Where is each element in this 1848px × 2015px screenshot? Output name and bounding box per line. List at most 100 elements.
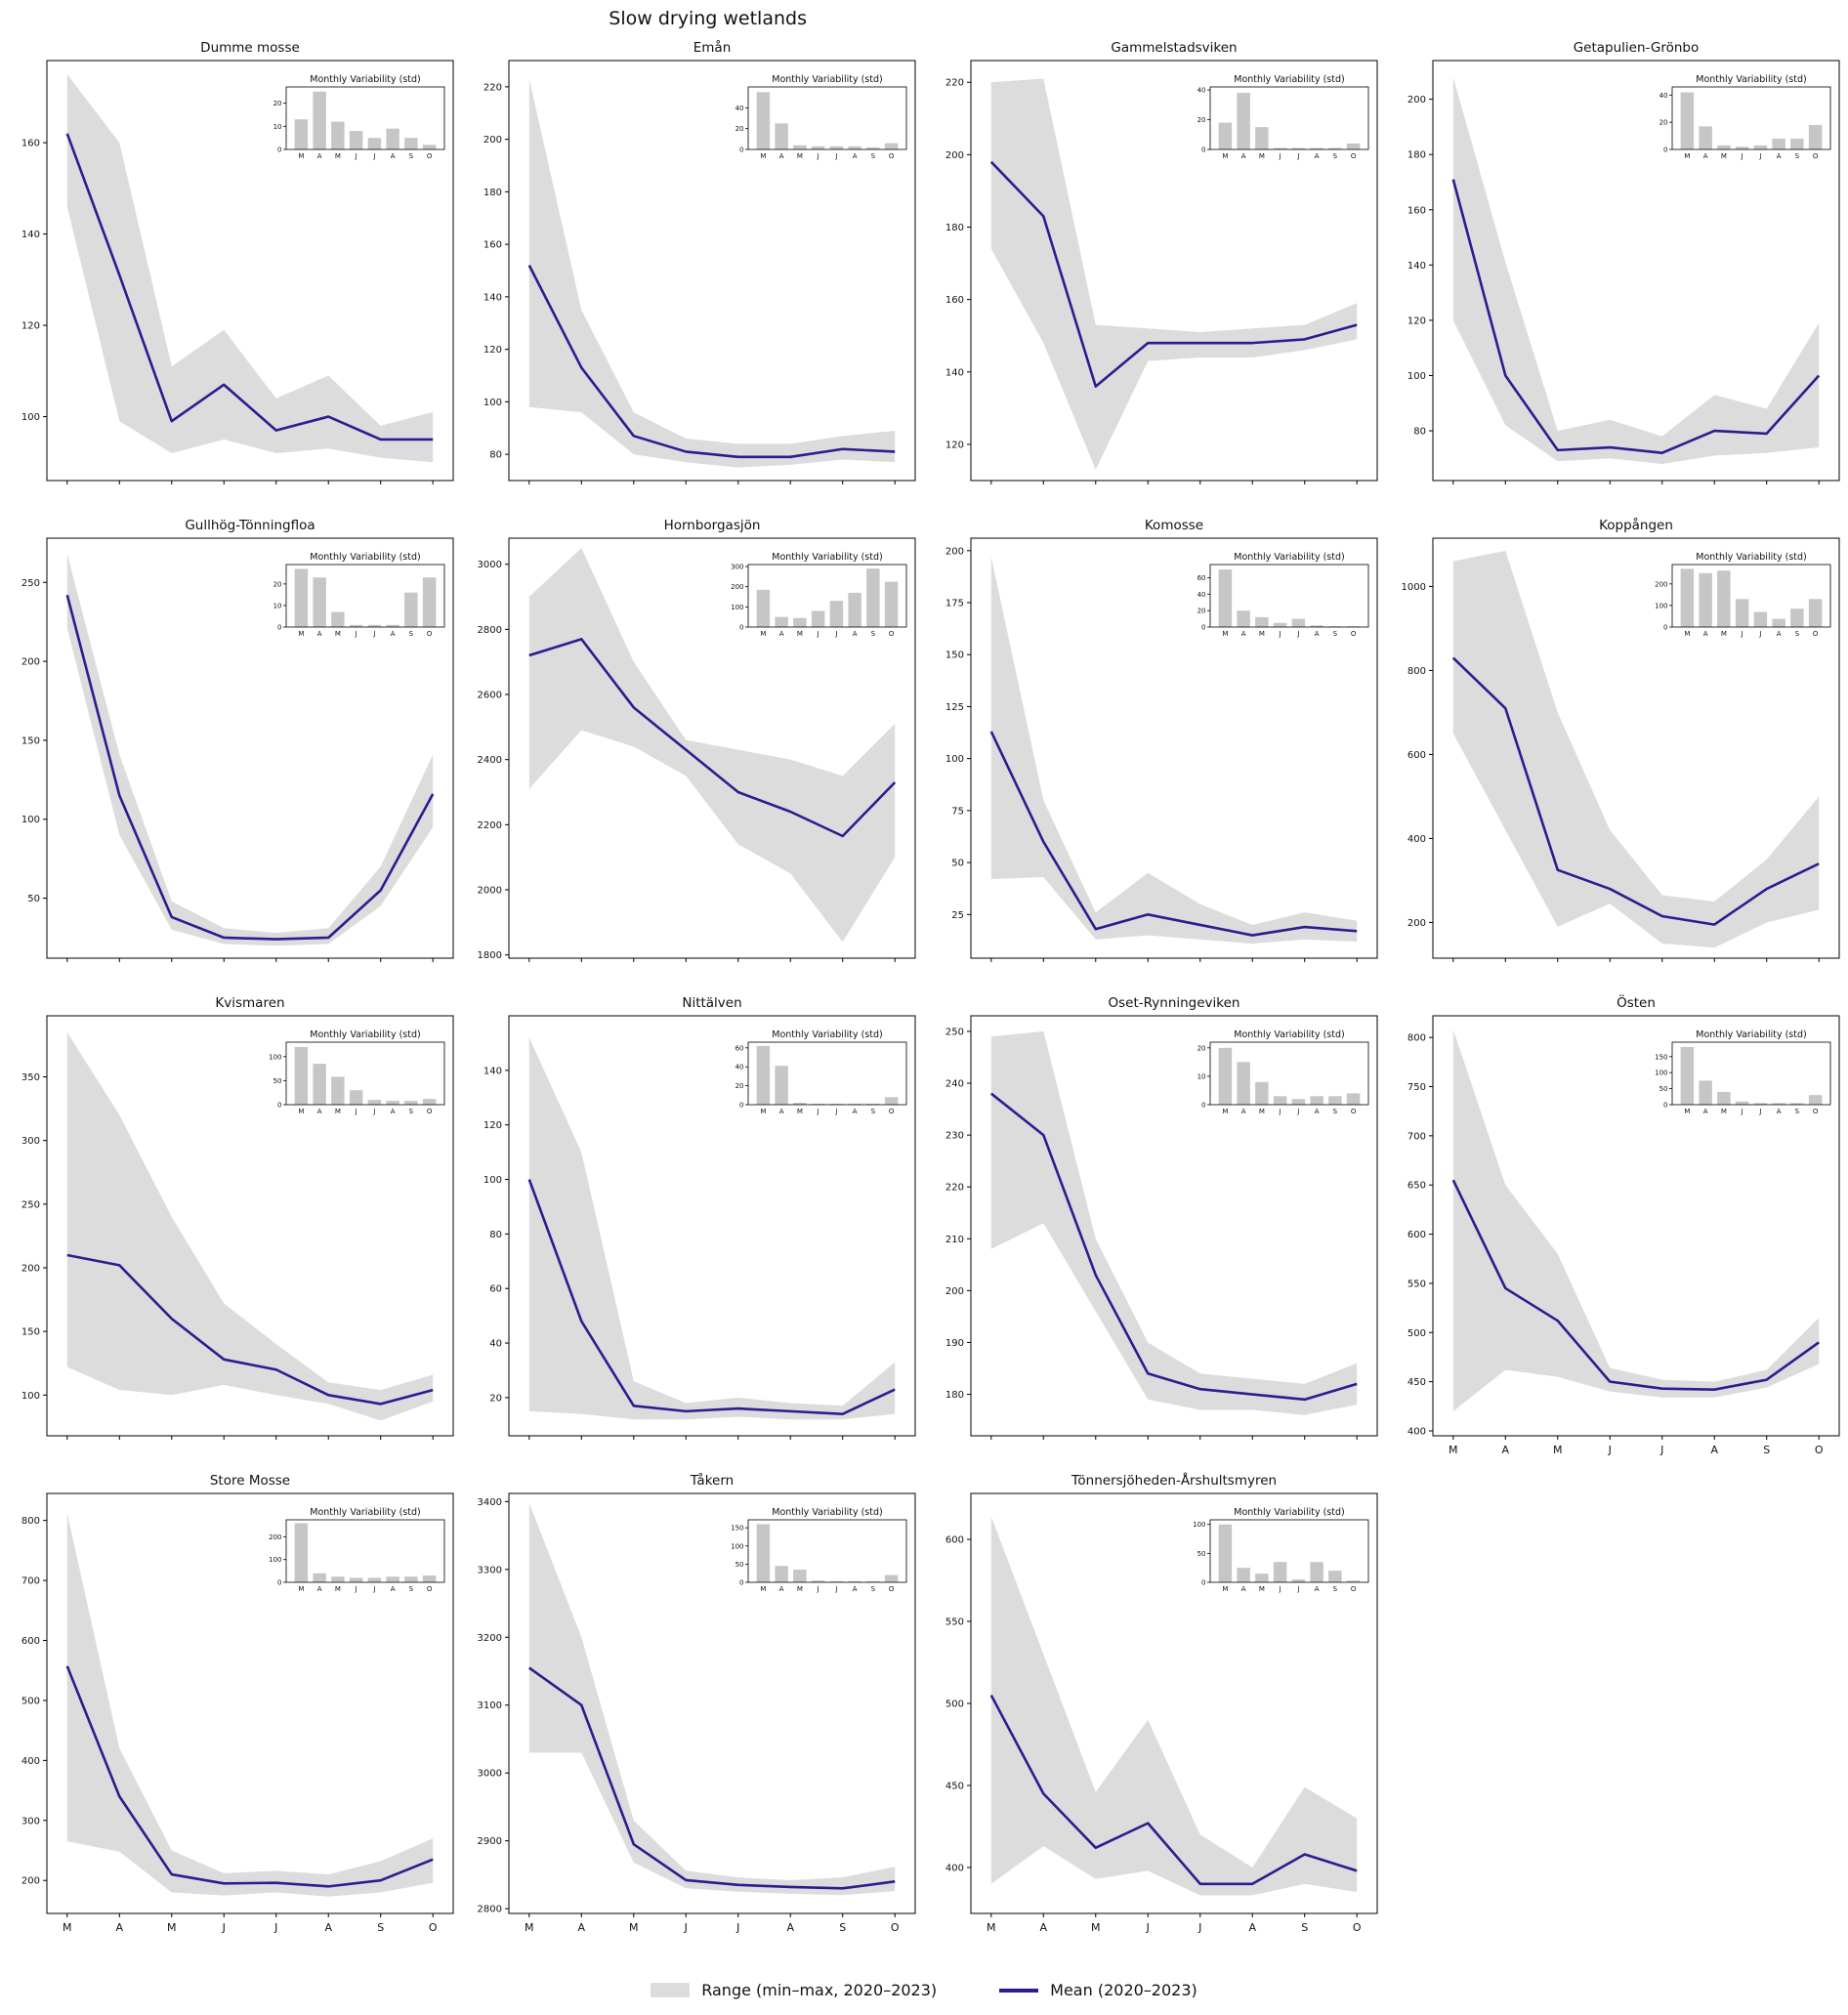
inset-bar [294, 119, 309, 149]
panel-title: Nittälven [682, 995, 741, 1011]
inset-x-label: J [1296, 630, 1299, 638]
inset-y-tick-label: 100 [1655, 1070, 1667, 1077]
inset-bar [1790, 138, 1804, 149]
inset-bar [1753, 611, 1768, 627]
y-tick-label: 2800 [478, 1905, 502, 1915]
y-tick-label: 200 [945, 546, 964, 557]
inset-bar [1680, 568, 1695, 627]
inset-x-label: A [391, 630, 396, 638]
x-tick-label: A [324, 1921, 332, 1934]
inset-x-label: J [1758, 630, 1761, 638]
inset-bar [1346, 1093, 1361, 1105]
range-band [1452, 550, 1820, 948]
inset-bar [756, 589, 771, 627]
inset-x-label: O [1813, 630, 1819, 638]
inset-x-label: M [760, 1108, 766, 1115]
inset-x-label: M [1222, 1108, 1228, 1115]
inset-y-tick-label: 10 [273, 123, 282, 131]
y-tick-label: 200 [945, 1286, 964, 1297]
inset-bar [829, 601, 844, 627]
inset-frame [1209, 564, 1369, 628]
mean-line [65, 133, 434, 441]
inset-bar [1328, 626, 1342, 627]
y-tick-label: 1800 [478, 950, 502, 961]
inset-x-label: J [1741, 630, 1743, 638]
x-tick-label: A [116, 1921, 124, 1934]
inset-title: Monthly Variability (std) [310, 74, 420, 85]
y-tick-label: 150 [945, 651, 964, 661]
inset-bar [404, 592, 418, 627]
y-tick-label: 200 [945, 150, 964, 161]
y-tick-label: 500 [1407, 1328, 1426, 1339]
inset-x-label: O [1351, 152, 1357, 160]
inset-title: Monthly Variability (std) [310, 552, 420, 563]
inset-bar [775, 616, 788, 627]
charts-grid: 100 120 140 160 Dumme mosse Monthly Variabili… [0, 33, 1848, 1944]
inset-x-label: J [817, 152, 819, 160]
inset-bar [1237, 93, 1250, 149]
inset-x-label: J [355, 630, 357, 638]
inset-x-label: A [853, 1585, 858, 1593]
y-tick-label: 200 [1407, 95, 1426, 105]
inset-y-tick-label: 100 [269, 1556, 281, 1564]
y-tick-label: 400 [945, 1863, 964, 1873]
panel-title: Hornborgasjön [664, 518, 761, 533]
panel-chart: 2800 2900 3000 3100 3200 3300 3400 M A M J J A S O Tåke… [478, 1472, 916, 1934]
mean-line [989, 1092, 1358, 1402]
inset-x-label: M [797, 152, 803, 160]
inset-y-tick-label: 150 [731, 1525, 743, 1532]
y-tick-label: 400 [1407, 834, 1426, 845]
y-tick-label: 350 [21, 1072, 40, 1083]
inset-bar [1273, 622, 1287, 627]
axes-frame [46, 1492, 454, 1914]
inset-x-label: A [1315, 1585, 1320, 1593]
axes-frame [970, 537, 1378, 959]
y-tick-label: 3200 [478, 1633, 502, 1644]
inset-x-label: O [1351, 1108, 1357, 1115]
panel-chart: 120140160180200220GammelstadsvikenMonthl… [945, 40, 1378, 484]
inset-title: Monthly Variability (std) [772, 1507, 882, 1518]
inset-x-label: M [1721, 1108, 1727, 1115]
inset-y-tick-label: 50 [1659, 1085, 1668, 1093]
inset-title: Monthly Variability (std) [1696, 552, 1806, 563]
mean-line [65, 594, 435, 941]
y-tick-label: 100 [1407, 371, 1426, 382]
inset-bar [422, 1575, 437, 1582]
inset-title: Monthly Variability (std) [1696, 74, 1806, 85]
panel-title: Östen [1617, 993, 1656, 1011]
panel-title: Oset-Rynningeviken [1109, 995, 1240, 1011]
inset-y-tick-label: 0 [277, 1102, 281, 1110]
wetland-panel: 20 40 60 80 100 120 140 Nittälven Monthly Variab… [462, 988, 924, 1466]
inset-bar [1291, 147, 1306, 149]
inset-bar [1310, 147, 1323, 149]
inset-y-tick-label: 40 [1659, 92, 1668, 100]
wetland-panel: 400 450 500 550 600 650 700 750 800 M A M J J A S O Östen… [1386, 988, 1848, 1466]
inset-y-tick-label: 0 [1201, 147, 1205, 154]
inset-bar [1772, 138, 1785, 149]
inset-x-label: M [760, 630, 766, 638]
y-tick-label: 550 [945, 1617, 964, 1628]
inset-x-label: J [834, 630, 837, 638]
mean-line [528, 638, 897, 838]
x-tick-label: J [684, 1921, 688, 1934]
y-tick-label: 160 [945, 295, 964, 306]
inset-bar [848, 1104, 861, 1105]
inset-bar [1237, 1568, 1250, 1582]
inset-x-label: A [317, 1108, 322, 1115]
mean-line [1451, 179, 1821, 455]
axes-frame [508, 1492, 916, 1914]
inset-bar [1328, 1571, 1342, 1582]
y-tick-label: 650 [1407, 1181, 1426, 1192]
inset-x-label: A [1777, 1108, 1782, 1115]
inset-x-label: A [1241, 630, 1246, 638]
y-tick-label: 60 [489, 1284, 502, 1295]
inset-bar [1346, 143, 1361, 149]
x-tick-label: O [1815, 1444, 1824, 1456]
inset-bar [829, 1580, 844, 1582]
range-band [990, 1516, 1358, 1896]
legend-mean-label: Mean (2020–2023) [1050, 1981, 1197, 1999]
inset-x-label: J [372, 630, 375, 638]
inset-x-label: O [427, 1585, 433, 1593]
inset-x-label: J [372, 1108, 375, 1115]
